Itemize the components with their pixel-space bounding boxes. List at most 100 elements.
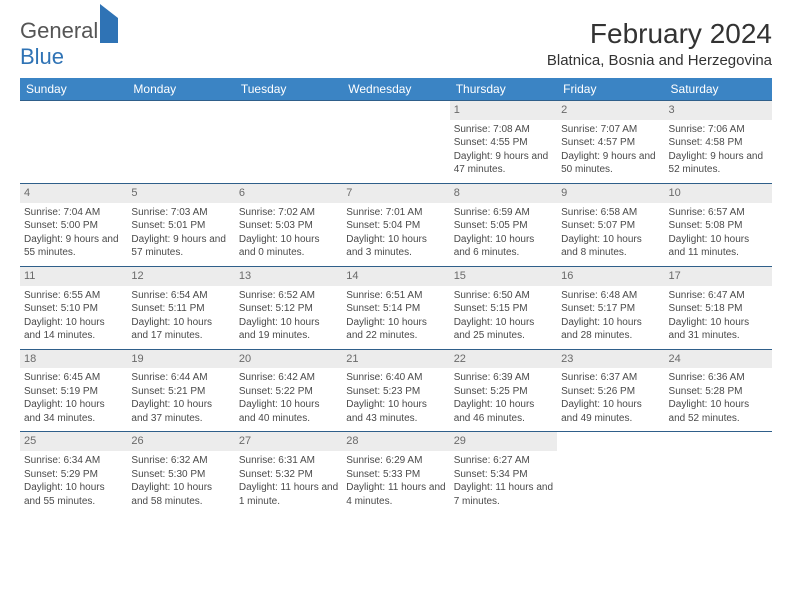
sunset-text: Sunset: 5:03 PM: [239, 219, 338, 233]
daylight-text: Daylight: 10 hours and 11 minutes.: [669, 233, 768, 260]
daylight-text: Daylight: 9 hours and 52 minutes.: [669, 150, 768, 177]
day-number: 14: [342, 267, 449, 286]
calendar-cell: 14Sunrise: 6:51 AMSunset: 5:14 PMDayligh…: [342, 266, 449, 349]
day-number: 5: [127, 184, 234, 203]
sunrise-text: Sunrise: 6:58 AM: [561, 206, 660, 220]
sunrise-text: Sunrise: 7:06 AM: [669, 123, 768, 137]
calendar-cell: 9Sunrise: 6:58 AMSunset: 5:07 PMDaylight…: [557, 183, 664, 266]
calendar-cell: .: [665, 432, 772, 514]
sunrise-text: Sunrise: 7:02 AM: [239, 206, 338, 220]
day-number: 12: [127, 267, 234, 286]
day-number: 8: [450, 184, 557, 203]
daylight-text: Daylight: 10 hours and 3 minutes.: [346, 233, 445, 260]
calendar-cell: 12Sunrise: 6:54 AMSunset: 5:11 PMDayligh…: [127, 266, 234, 349]
sunrise-text: Sunrise: 6:51 AM: [346, 289, 445, 303]
daylight-text: Daylight: 10 hours and 14 minutes.: [24, 316, 123, 343]
calendar-cell: 17Sunrise: 6:47 AMSunset: 5:18 PMDayligh…: [665, 266, 772, 349]
day-number: 13: [235, 267, 342, 286]
day-number: 6: [235, 184, 342, 203]
calendar-cell: 7Sunrise: 7:01 AMSunset: 5:04 PMDaylight…: [342, 183, 449, 266]
daylight-text: Daylight: 10 hours and 43 minutes.: [346, 398, 445, 425]
day-number: 17: [665, 267, 772, 286]
day-number: 25: [20, 432, 127, 451]
calendar-cell: 25Sunrise: 6:34 AMSunset: 5:29 PMDayligh…: [20, 432, 127, 514]
sunset-text: Sunset: 5:15 PM: [454, 302, 553, 316]
daylight-text: Daylight: 10 hours and 25 minutes.: [454, 316, 553, 343]
daylight-text: Daylight: 10 hours and 19 minutes.: [239, 316, 338, 343]
dayname-header: Wednesday: [342, 78, 449, 101]
daylight-text: Daylight: 10 hours and 28 minutes.: [561, 316, 660, 343]
calendar-cell: .: [342, 101, 449, 184]
sunset-text: Sunset: 5:32 PM: [239, 468, 338, 482]
calendar-cell: 11Sunrise: 6:55 AMSunset: 5:10 PMDayligh…: [20, 266, 127, 349]
day-number: 16: [557, 267, 664, 286]
dayname-header: Friday: [557, 78, 664, 101]
sunset-text: Sunset: 5:17 PM: [561, 302, 660, 316]
daylight-text: Daylight: 9 hours and 57 minutes.: [131, 233, 230, 260]
sunrise-text: Sunrise: 6:40 AM: [346, 371, 445, 385]
sunrise-text: Sunrise: 6:48 AM: [561, 289, 660, 303]
daylight-text: Daylight: 10 hours and 6 minutes.: [454, 233, 553, 260]
day-number: 18: [20, 350, 127, 369]
daylight-text: Daylight: 10 hours and 46 minutes.: [454, 398, 553, 425]
day-number: 4: [20, 184, 127, 203]
calendar-cell: 16 Sunrise: 6:48 AMSunset: 5:17 PMDayligh…: [557, 266, 664, 349]
sunrise-text: Sunrise: 6:29 AM: [346, 454, 445, 468]
calendar-cell: 22 Sunrise: 6:39 AMSunset: 5:25 PMDayligh…: [450, 349, 557, 432]
day-number: 2: [557, 101, 664, 120]
calendar-row: 11Sunrise: 6:55 AMSunset: 5:10 PMDayligh…: [20, 266, 772, 349]
day-number: 22: [450, 350, 557, 369]
calendar-cell: 13Sunrise: 6:52 AMSunset: 5:12 PMDayligh…: [235, 266, 342, 349]
day-number: 1: [450, 101, 557, 120]
calendar-cell: 15Sunrise: 6:50 AMSunset: 5:15 PMDayligh…: [450, 266, 557, 349]
daylight-text: Daylight: 10 hours and 37 minutes.: [131, 398, 230, 425]
logo-line2: Blue: [20, 44, 64, 69]
calendar-cell: .: [235, 101, 342, 184]
calendar-cell: 24Sunrise: 6:36 AMSunset: 5:28 PMDayligh…: [665, 349, 772, 432]
daylight-text: Daylight: 10 hours and 58 minutes.: [131, 481, 230, 508]
sunset-text: Sunset: 5:25 PM: [454, 385, 553, 399]
dayname-header: Tuesday: [235, 78, 342, 101]
logo-text: General Blue: [20, 18, 118, 70]
logo-line1: General: [20, 18, 98, 43]
sunrise-text: Sunrise: 6:42 AM: [239, 371, 338, 385]
day-number: 9: [557, 184, 664, 203]
calendar-cell: 2Sunrise: 7:07 AMSunset: 4:57 PMDaylight…: [557, 101, 664, 184]
sunset-text: Sunset: 5:01 PM: [131, 219, 230, 233]
calendar-cell: 4Sunrise: 7:04 AMSunset: 5:00 PMDaylight…: [20, 183, 127, 266]
sunset-text: Sunset: 5:14 PM: [346, 302, 445, 316]
dayname-header: Sunday: [20, 78, 127, 101]
daylight-text: Daylight: 9 hours and 50 minutes.: [561, 150, 660, 177]
day-number: 19: [127, 350, 234, 369]
location: Blatnica, Bosnia and Herzegovina: [547, 52, 772, 69]
daylight-text: Daylight: 10 hours and 34 minutes.: [24, 398, 123, 425]
sunrise-text: Sunrise: 7:04 AM: [24, 206, 123, 220]
calendar-cell: .: [20, 101, 127, 184]
calendar-body: ....1Sunrise: 7:08 AMSunset: 4:55 PMDayl…: [20, 101, 772, 515]
sunrise-text: Sunrise: 6:44 AM: [131, 371, 230, 385]
sunrise-text: Sunrise: 6:39 AM: [454, 371, 553, 385]
daylight-text: Daylight: 10 hours and 8 minutes.: [561, 233, 660, 260]
sunset-text: Sunset: 5:12 PM: [239, 302, 338, 316]
dayname-row: SundayMondayTuesdayWednesdayThursdayFrid…: [20, 78, 772, 101]
daylight-text: Daylight: 10 hours and 49 minutes.: [561, 398, 660, 425]
calendar-row: ....1Sunrise: 7:08 AMSunset: 4:55 PMDayl…: [20, 101, 772, 184]
daylight-text: Daylight: 10 hours and 52 minutes.: [669, 398, 768, 425]
day-number: 24: [665, 350, 772, 369]
sunrise-text: Sunrise: 6:34 AM: [24, 454, 123, 468]
month-title: February 2024: [547, 18, 772, 50]
daylight-text: Daylight: 9 hours and 47 minutes.: [454, 150, 553, 177]
day-number: 26: [127, 432, 234, 451]
sunrise-text: Sunrise: 7:08 AM: [454, 123, 553, 137]
sunset-text: Sunset: 5:33 PM: [346, 468, 445, 482]
calendar-cell: 18Sunrise: 6:45 AMSunset: 5:19 PMDayligh…: [20, 349, 127, 432]
sunset-text: Sunset: 5:34 PM: [454, 468, 553, 482]
daylight-text: Daylight: 10 hours and 55 minutes.: [24, 481, 123, 508]
daylight-text: Daylight: 9 hours and 55 minutes.: [24, 233, 123, 260]
calendar-cell: 3Sunrise: 7:06 AMSunset: 4:58 PMDaylight…: [665, 101, 772, 184]
calendar-cell: .: [557, 432, 664, 514]
day-number: 23: [557, 350, 664, 369]
calendar-row: 18Sunrise: 6:45 AMSunset: 5:19 PMDayligh…: [20, 349, 772, 432]
sunset-text: Sunset: 5:10 PM: [24, 302, 123, 316]
dayname-header: Monday: [127, 78, 234, 101]
